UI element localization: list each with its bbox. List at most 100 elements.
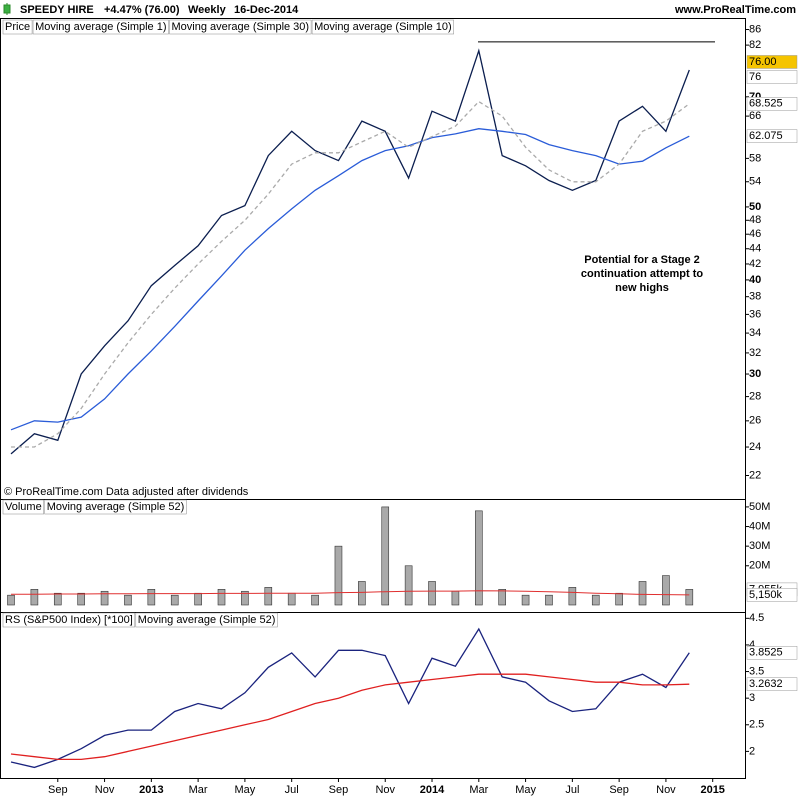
volume-bar	[521, 594, 530, 606]
series-line	[11, 100, 690, 448]
volume-bar	[53, 592, 62, 606]
volume-bar	[404, 565, 413, 606]
value-badge	[746, 588, 798, 602]
series-line	[11, 590, 690, 596]
value-badge-label: 76	[749, 71, 761, 83]
stock-title: SPEEDY HIRE	[20, 4, 94, 16]
legend-box	[32, 19, 169, 35]
value-badge	[746, 70, 798, 84]
header-bar	[0, 0, 800, 18]
legend-box	[311, 19, 454, 35]
legend-entry: Moving average (Simple 10)	[314, 21, 452, 33]
volume-bar	[7, 594, 15, 606]
y-tick-label: 34	[749, 327, 761, 339]
x-tick-label: Sep	[609, 784, 629, 796]
footnote: © ProRealTime.com Data adjusted after di…	[4, 486, 249, 498]
value-badge	[746, 55, 798, 69]
y-tick-label: 46	[749, 228, 761, 240]
legend-entry: Moving average (Simple 52)	[47, 501, 185, 513]
legend-entry: Moving average (Simple 52)	[138, 614, 276, 626]
volume-bar	[662, 575, 670, 606]
volume-bar	[194, 592, 202, 606]
y-tick-label: 4	[749, 639, 755, 651]
volume-bar	[685, 589, 694, 606]
value-badge-label: 76.00	[749, 56, 777, 68]
x-tick-label: Mar	[469, 784, 488, 796]
annotation: new highs	[615, 282, 669, 294]
x-tick-label: 2013	[139, 784, 163, 796]
y-tick-label: 3.5	[749, 665, 764, 677]
value-badge	[746, 129, 798, 143]
y-tick-label: 50M	[749, 501, 770, 513]
volume-bar	[100, 590, 109, 606]
volume-bar	[241, 590, 249, 606]
x-tick-label: Jul	[285, 784, 299, 796]
y-tick-label: 30	[749, 368, 761, 380]
y-tick-label: 66	[749, 110, 761, 122]
y-tick-label: 30M	[749, 540, 770, 552]
legend-entry: Volume	[5, 501, 42, 513]
legend-entry: Moving average (Simple 1)	[35, 21, 166, 33]
x-tick-label: Nov	[656, 784, 676, 796]
x-tick-label: May	[235, 784, 256, 796]
legend-entry: Moving average (Simple 30)	[172, 21, 310, 33]
annotation: continuation attempt to	[581, 268, 703, 280]
y-tick-label: 50	[749, 201, 761, 213]
value-badge	[746, 97, 798, 111]
value-badge	[746, 646, 798, 660]
y-tick-label: 28	[749, 391, 761, 403]
y-tick-label: 44	[749, 243, 761, 255]
y-tick-label: 82	[749, 39, 761, 51]
y-tick-label: 4.5	[749, 612, 764, 624]
y-tick-label: 3	[749, 692, 755, 704]
y-tick-label: 36	[749, 308, 761, 320]
x-tick-label: Sep	[329, 784, 349, 796]
value-badge-label: 3.8525	[749, 647, 783, 659]
volume-bar	[311, 594, 319, 606]
volume-bar	[264, 587, 273, 606]
volume-bar	[591, 594, 600, 606]
volume-bar	[334, 545, 343, 606]
x-tick-label: Nov	[375, 784, 395, 796]
volume-bar	[474, 510, 483, 606]
value-badge-label: 3.2632	[749, 678, 783, 690]
annotation: Potential for a Stage 2	[584, 254, 700, 266]
x-tick-label: 2014	[420, 784, 445, 796]
period: Weekly	[188, 4, 227, 16]
value-badge-label: 62.075	[749, 130, 783, 142]
y-tick-label: 40	[749, 274, 761, 286]
x-tick-label: Sep	[48, 784, 68, 796]
x-tick-label: May	[515, 784, 536, 796]
y-tick-label: 42	[749, 258, 761, 270]
legend-box	[2, 612, 136, 628]
series-line	[10, 627, 690, 769]
legend-box	[169, 19, 312, 35]
value-badge-label: 68.525	[749, 98, 783, 110]
volume-bar	[498, 589, 506, 606]
volume-bar	[170, 594, 179, 606]
y-tick-label: 32	[749, 347, 761, 359]
volume-bar	[30, 589, 39, 606]
series-line	[10, 673, 690, 761]
x-tick-label: 2015	[700, 784, 724, 796]
y-tick-label: 22	[749, 469, 761, 481]
x-tick-label: Jul	[565, 784, 579, 796]
legend-entry: RS (S&P500 Index) [*100]	[5, 614, 133, 626]
y-tick-label: 2.5	[749, 719, 764, 731]
rs-panel-frame	[0, 612, 746, 779]
volume-bar	[451, 590, 460, 606]
x-tick-label: Nov	[95, 784, 115, 796]
y-tick-label: 2	[749, 745, 755, 757]
header-icon	[3, 4, 11, 14]
site: www.ProRealTime.com	[674, 4, 796, 16]
value-badge	[746, 677, 798, 691]
volume-bar	[381, 506, 390, 606]
volume-bar	[428, 581, 436, 606]
volume-bar	[638, 581, 647, 606]
volume-bar	[615, 592, 623, 606]
y-tick-label: 54	[749, 176, 761, 188]
volume-bar	[77, 592, 85, 606]
volume-bar	[287, 592, 296, 606]
